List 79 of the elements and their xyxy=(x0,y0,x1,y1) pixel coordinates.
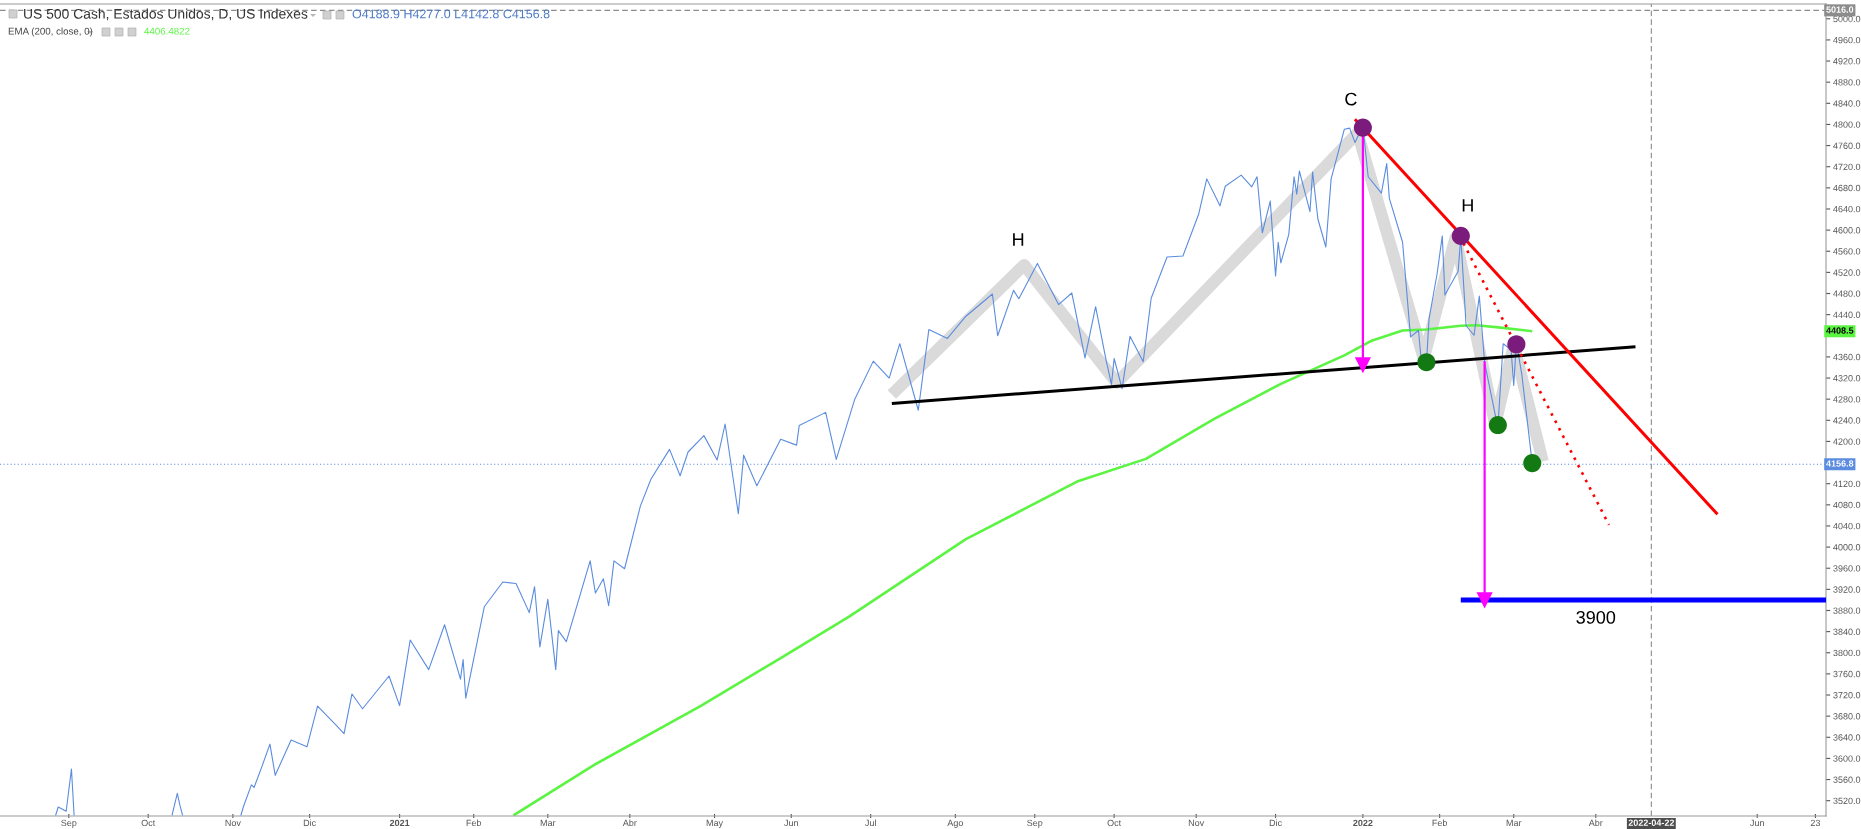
y-tick-label: 5000.0 xyxy=(1833,15,1861,23)
annotation: 3900 xyxy=(1576,610,1616,624)
y-tick-label: 4800.0 xyxy=(1833,121,1861,128)
y-tick-label: 4080.0 xyxy=(1833,501,1861,509)
y-tick-label: 4880.0 xyxy=(1833,79,1861,86)
y-tick-label: 4320.0 xyxy=(1833,375,1861,382)
annotation: C xyxy=(1345,92,1357,106)
y-tick-label: 4000.0 xyxy=(1833,544,1861,551)
y-tick-label: 4440.0 xyxy=(1833,311,1861,318)
x-tick-label: May xyxy=(706,819,724,828)
x-tick-label: Jun xyxy=(1750,819,1764,827)
ref-line-label: 4156.8 xyxy=(1826,460,1854,467)
line-series xyxy=(512,323,1534,816)
text: 4408.5 xyxy=(1826,327,1854,334)
y-tick-label: 3720.0 xyxy=(1833,691,1861,699)
annotation: EMA (200, close, 0) xyxy=(8,27,93,37)
x-tick-label: Sep xyxy=(1027,819,1043,828)
point xyxy=(1523,454,1542,473)
y-tick-label: 3800.0 xyxy=(1833,649,1861,657)
x-tick-label: 2022 xyxy=(1353,819,1373,827)
point xyxy=(1507,335,1526,354)
y-tick-label: 3840.0 xyxy=(1833,628,1861,635)
x-tick-label: Feb xyxy=(1432,819,1448,827)
y-tick-label: 4240.0 xyxy=(1833,417,1861,424)
x-tick-label: Nov xyxy=(1188,819,1205,827)
x-tick-label: Jul xyxy=(865,819,876,827)
x-tick-label: 23 xyxy=(1810,819,1821,827)
y-tick-label: 3520.0 xyxy=(1833,797,1861,805)
y-tick-label: 4120.0 xyxy=(1833,480,1861,488)
x-tick-label: Oct xyxy=(1107,819,1122,827)
y-tick-label: 4720.0 xyxy=(1833,163,1861,171)
y-tick-label: 4760.0 xyxy=(1833,142,1861,149)
y-tick-label: 4480.0 xyxy=(1833,290,1861,297)
x-tick-label: 2021 xyxy=(389,819,410,827)
point xyxy=(1417,353,1436,372)
x-tick-label: Jun xyxy=(784,819,798,827)
chart-subtitle: O4188.9 H4277.0 L4142.8 C4156.8 xyxy=(352,9,550,19)
y-tick-label: 3680.0 xyxy=(1833,713,1861,720)
point xyxy=(1353,118,1372,137)
x-tick-label: Feb xyxy=(466,819,482,827)
x-tick-label: Mar xyxy=(540,819,556,827)
y-tick-label: 4600.0 xyxy=(1833,227,1861,234)
point xyxy=(1355,357,1371,373)
chart-title: US 500 Cash, Estados Unidos, D, US Indexes xyxy=(24,8,308,21)
y-tick-label: 4680.0 xyxy=(1833,184,1861,192)
x-tick-label: Oct xyxy=(141,819,156,827)
y-tick-label: 4960.0 xyxy=(1833,36,1861,44)
point xyxy=(1476,592,1493,608)
y-tick-label: 4640.0 xyxy=(1833,205,1861,213)
x-tick-label: Nov xyxy=(225,819,241,827)
y-tick-label: 3880.0 xyxy=(1833,607,1861,614)
x-tick-label: Dic xyxy=(303,819,316,827)
x-tick-label: Sep xyxy=(61,819,77,828)
y-tick-label: 4040.0 xyxy=(1833,522,1861,530)
point xyxy=(1451,226,1470,245)
x-tick-label: Abr xyxy=(622,819,637,827)
y-tick-label: 4840.0 xyxy=(1833,100,1861,107)
y-tick-label: 4560.0 xyxy=(1833,248,1861,255)
y-tick-label: 3960.0 xyxy=(1833,565,1861,572)
point xyxy=(1488,416,1507,435)
ref-line-label: 2022-04-22 xyxy=(1628,819,1675,826)
y-tick-label: 3760.0 xyxy=(1833,670,1861,678)
ref-line-label: 5016.0 xyxy=(1826,6,1854,13)
y-tick-label: 3560.0 xyxy=(1833,776,1861,783)
y-tick-label: 4520.0 xyxy=(1833,269,1861,276)
x-tick-label: Abr xyxy=(1588,819,1603,827)
x-tick-label: Ago xyxy=(947,819,963,828)
annotation: H xyxy=(1462,199,1473,212)
y-tick-label: 3920.0 xyxy=(1833,586,1861,593)
x-tick-label: Dic xyxy=(1269,819,1282,827)
y-tick-label: 3600.0 xyxy=(1833,755,1861,762)
y-tick-label: 4280.0 xyxy=(1833,396,1861,403)
y-tick-label: 3640.0 xyxy=(1833,734,1861,741)
annotation: 4406.4822 xyxy=(144,27,190,35)
y-tick-label: 4360.0 xyxy=(1833,353,1861,361)
annotation: H xyxy=(1013,233,1024,246)
y-tick-label: 4920.0 xyxy=(1833,58,1861,65)
y-tick-label: 4200.0 xyxy=(1833,438,1861,445)
x-tick-label: Mar xyxy=(1506,819,1522,827)
